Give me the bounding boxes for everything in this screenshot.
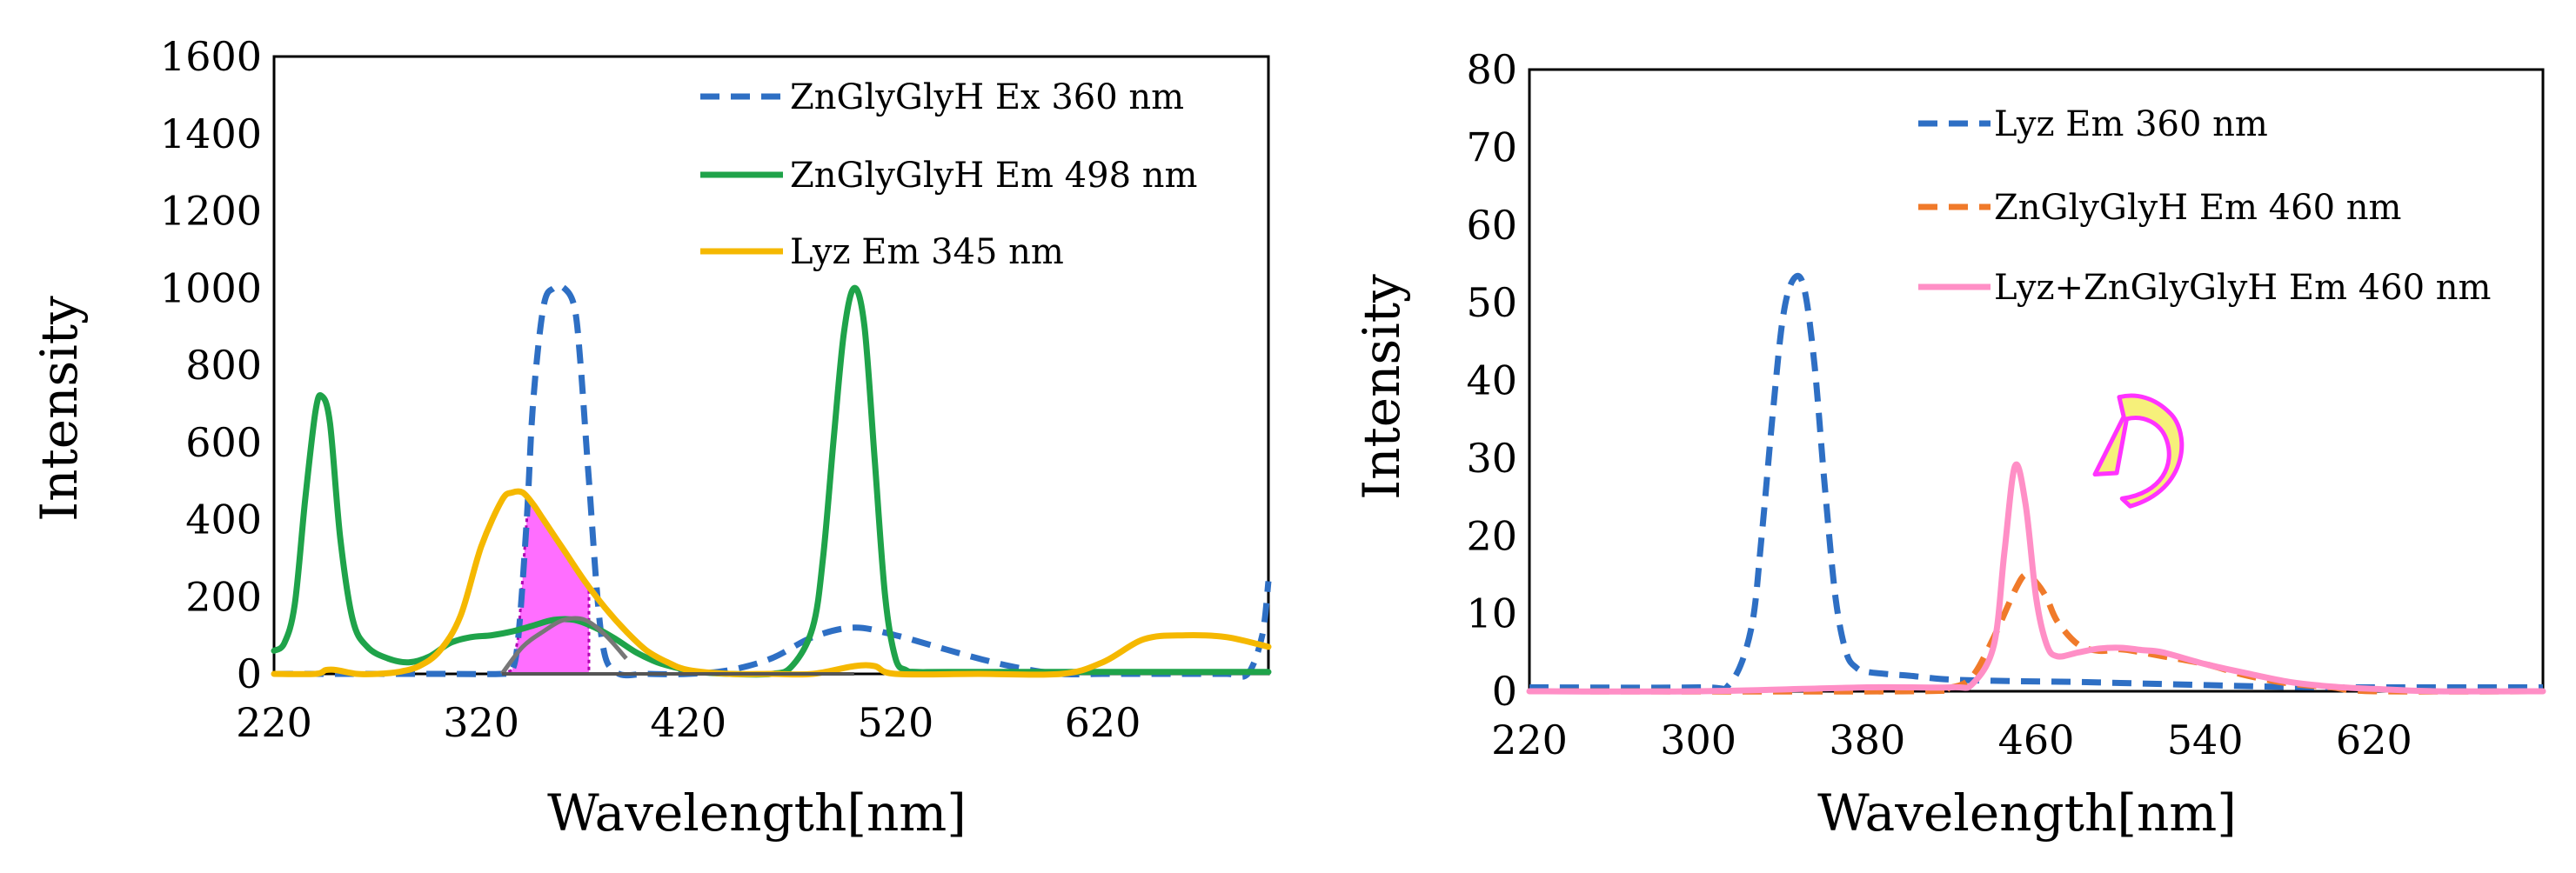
- legend-label: Lyz+ZnGlyGlyH Em 460 nm: [1994, 268, 2491, 308]
- x-axis-title-left: Wavelength[nm]: [547, 783, 967, 843]
- series-group-right: [1526, 272, 2546, 695]
- y-tick-label: 1400: [160, 110, 262, 157]
- y-tick-label: 80: [1466, 46, 1517, 93]
- legend-right: Lyz Em 360 nm ZnGlyGlyH Em 460 nm Lyz+Zn…: [1918, 104, 2491, 308]
- x-tick-labels-right: 220 300 380 460 540 620: [1491, 716, 2412, 763]
- y-tick-label: 0: [237, 650, 262, 697]
- x-tick-label: 300: [1660, 716, 1736, 763]
- overlap-curve: [499, 616, 628, 676]
- x-tick-label: 620: [2336, 716, 2412, 763]
- legend-left: ZnGlyGlyH Ex 360 nm ZnGlyGlyH Em 498 nm …: [700, 77, 1197, 272]
- y-tick-label: 30: [1466, 435, 1517, 482]
- y-axis-title-right: Intensity: [1352, 274, 1411, 500]
- plot-area-left: [272, 55, 1270, 676]
- y-tick-labels-left: 0 200 400 600 800 1000 1200 1400 1600: [160, 33, 262, 697]
- x-tick-label: 540: [2167, 716, 2244, 763]
- x-tick-label: 320: [443, 699, 519, 746]
- chart-left: 0 200 400 600 800 1000 1200 1400 1600 220 320 420 5…: [30, 33, 1272, 843]
- x-tick-labels-left: 220 320 420 520 620: [236, 699, 1141, 746]
- y-tick-label: 60: [1466, 202, 1517, 249]
- series-line-1: [1529, 272, 2543, 692]
- y-tick-label: 1600: [160, 33, 262, 80]
- x-tick-label: 380: [1829, 716, 1905, 763]
- x-axis-title-right: Wavelength[nm]: [1817, 783, 2237, 843]
- y-tick-label: 400: [185, 496, 262, 543]
- y-tick-label: 0: [1492, 668, 1517, 715]
- y-tick-label: 20: [1466, 512, 1517, 559]
- chart-right: 0 10 20 30 40 50 60 70 80 220 300 380 460 540 620 Int…: [1352, 46, 2546, 843]
- x-tick-label: 220: [236, 699, 312, 746]
- legend-label: ZnGlyGlyH Em 460 nm: [1994, 188, 2401, 228]
- legend-label: ZnGlyGlyH Em 498 nm: [790, 156, 1197, 196]
- y-tick-label: 1000: [160, 264, 262, 311]
- series-group-left: [271, 283, 1272, 680]
- y-tick-label: 40: [1466, 357, 1517, 404]
- y-tick-labels-right: 0 10 20 30 40 50 60 70 80: [1466, 46, 1517, 715]
- y-tick-label: 600: [185, 419, 262, 466]
- series-line-3: [271, 488, 1272, 678]
- x-tick-label: 620: [1065, 699, 1141, 746]
- y-tick-label: 50: [1466, 279, 1517, 326]
- legend-label: ZnGlyGlyH Ex 360 nm: [790, 77, 1184, 117]
- y-tick-label: 10: [1466, 590, 1517, 637]
- x-tick-label: 420: [650, 699, 726, 746]
- x-tick-label: 520: [857, 699, 933, 746]
- curved-arrow-icon: [2092, 393, 2185, 509]
- y-tick-label: 70: [1466, 123, 1517, 170]
- y-tick-label: 1200: [160, 188, 262, 235]
- y-tick-label: 800: [185, 342, 262, 389]
- series-line-2: [1529, 571, 2544, 695]
- x-tick-label: 460: [1998, 716, 2075, 763]
- curved-arrow-shape: [2092, 393, 2185, 509]
- x-tick-label: 220: [1491, 716, 1568, 763]
- series-line-2: [271, 284, 1272, 678]
- legend-label: Lyz Em 360 nm: [1994, 104, 2268, 144]
- y-axis-title-left: Intensity: [30, 296, 89, 522]
- legend-label: Lyz Em 345 nm: [790, 232, 1064, 272]
- y-tick-label: 200: [185, 573, 262, 620]
- series-line-3: [1526, 461, 2546, 695]
